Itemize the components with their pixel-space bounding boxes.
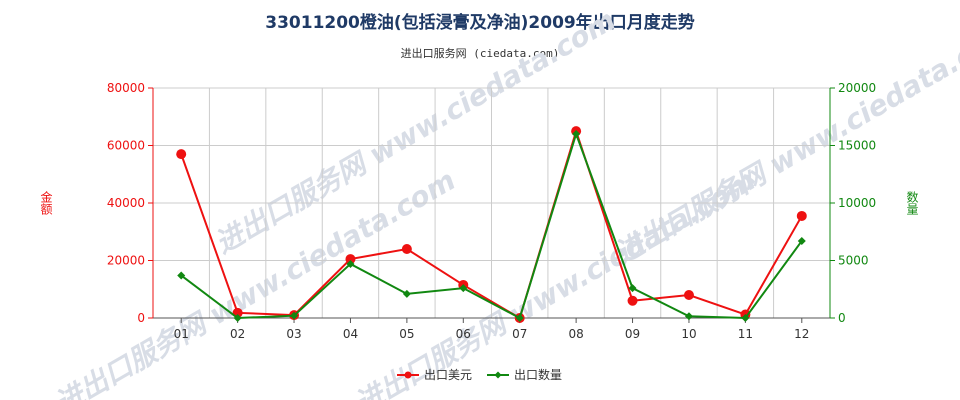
left-axis-title: 金额 bbox=[39, 190, 53, 216]
legend-marker bbox=[494, 371, 502, 379]
right-tick-label: 15000 bbox=[838, 139, 876, 153]
series-line-出口美元 bbox=[180, 127, 803, 320]
x-tick-label: 02 bbox=[230, 327, 245, 341]
axes: 0 20000 40000 60000 80000 0 5000 10000 15000 2000… bbox=[39, 81, 919, 341]
right-tick-label: 5000 bbox=[838, 254, 869, 268]
chart-title: 33011200橙油(包括浸膏及净油)2009年出口月度走势 bbox=[265, 13, 695, 33]
x-tick-label: 06 bbox=[456, 327, 471, 341]
right-tick-label: 10000 bbox=[838, 196, 876, 210]
data-point-qty[interactable] bbox=[684, 312, 693, 321]
data-point-usd[interactable] bbox=[683, 290, 694, 300]
data-point-qty[interactable] bbox=[628, 284, 637, 293]
series-layer bbox=[176, 126, 807, 323]
data-point-qty[interactable] bbox=[515, 314, 524, 322]
legend: 出口美元 出口数量 bbox=[397, 367, 562, 382]
x-tick-label: 07 bbox=[512, 327, 527, 341]
legend-marker bbox=[404, 371, 412, 379]
left-tick-label: 80000 bbox=[107, 81, 145, 95]
x-tick-label: 10 bbox=[681, 327, 696, 341]
data-point-qty[interactable] bbox=[402, 289, 411, 298]
grid-lines bbox=[152, 87, 831, 319]
left-tick-label: 20000 bbox=[107, 254, 145, 268]
data-point-usd[interactable] bbox=[345, 254, 356, 265]
data-point-usd[interactable] bbox=[401, 244, 412, 254]
data-point-qty[interactable] bbox=[290, 311, 299, 320]
watermark-text: 进出口服务网 www.ciedata.com bbox=[609, 13, 960, 270]
x-tick-label: 09 bbox=[625, 327, 640, 341]
left-tick-label: 60000 bbox=[107, 139, 145, 153]
legend-label[interactable]: 出口美元 bbox=[424, 368, 472, 382]
data-point-usd[interactable] bbox=[796, 210, 807, 221]
x-tick-label: 05 bbox=[399, 327, 414, 341]
data-point-qty[interactable] bbox=[459, 284, 468, 293]
data-point-usd[interactable] bbox=[176, 149, 187, 160]
data-point-usd[interactable] bbox=[627, 295, 638, 306]
series-line-出口数量 bbox=[180, 130, 803, 320]
x-tick-label: 08 bbox=[568, 327, 583, 341]
x-tick-label: 03 bbox=[286, 327, 301, 341]
right-axis-title: 数量 bbox=[905, 190, 919, 215]
data-point-qty[interactable] bbox=[346, 259, 355, 268]
data-point-qty[interactable] bbox=[797, 236, 806, 245]
left-tick-label: 0 bbox=[137, 311, 145, 325]
x-tick-label: 11 bbox=[738, 327, 753, 341]
legend-label[interactable]: 出口数量 bbox=[514, 367, 562, 382]
watermark-text: 进出口服务网 www.ciedata.com bbox=[209, 3, 621, 260]
x-tick-label: 01 bbox=[174, 327, 189, 341]
data-point-qty[interactable] bbox=[233, 314, 242, 322]
data-point-qty[interactable] bbox=[572, 130, 581, 138]
x-tick-label: 04 bbox=[343, 327, 358, 341]
data-point-qty[interactable] bbox=[177, 271, 186, 280]
right-tick-label: 20000 bbox=[838, 81, 876, 95]
chart-subtitle: 进出口服务网 (ciedata.com) bbox=[400, 47, 560, 60]
data-point-qty[interactable] bbox=[741, 314, 750, 322]
left-tick-label: 40000 bbox=[107, 196, 145, 210]
x-tick-label: 12 bbox=[794, 327, 809, 341]
right-tick-label: 0 bbox=[838, 311, 846, 325]
